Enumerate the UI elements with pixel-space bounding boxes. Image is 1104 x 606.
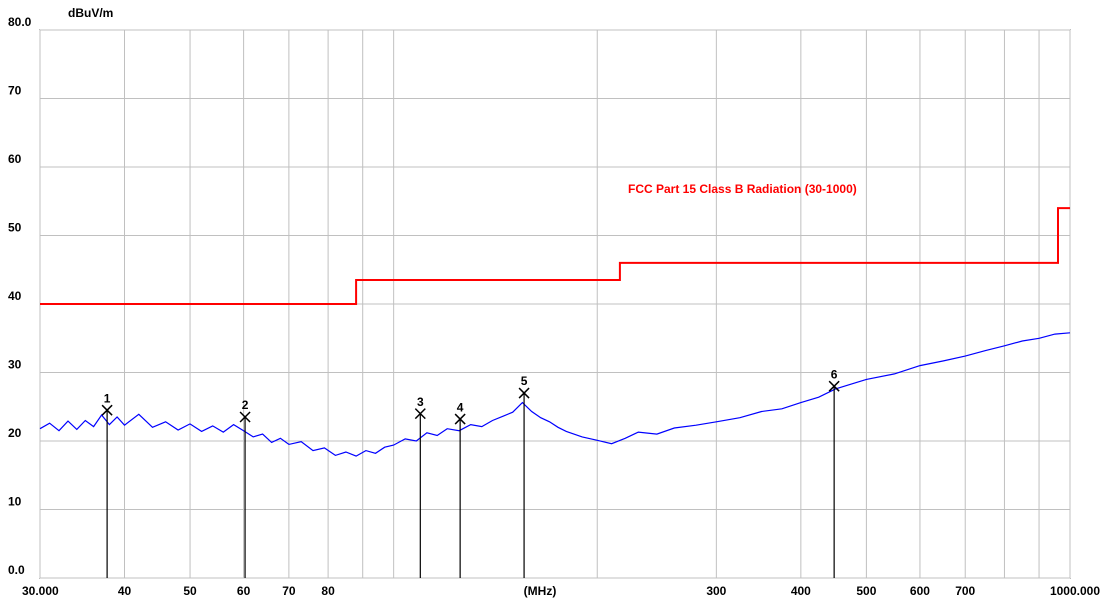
x-tick-label: 60: [237, 584, 251, 598]
x-tick-label: 400: [791, 584, 811, 598]
x-tick-label: 30.000: [22, 584, 59, 598]
marker-cross: [414, 408, 426, 420]
marker-cross: [518, 387, 530, 399]
y-axis-label: dBuV/m: [68, 6, 113, 20]
x-tick-label: 50: [183, 584, 197, 598]
x-tick-label: 500: [856, 584, 876, 598]
x-tick-label: 700: [955, 584, 975, 598]
marker-cross: [828, 380, 840, 392]
marker-label: 5: [521, 374, 528, 388]
y-tick-label: 70: [8, 84, 22, 98]
marker-label: 6: [831, 367, 838, 381]
series-line: [40, 207, 1070, 305]
y-tick-label: 60: [8, 152, 22, 166]
y-tick-label: 0.0: [8, 563, 25, 577]
y-tick-label: 50: [8, 221, 22, 235]
y-tick-label: 30: [8, 358, 22, 372]
legend-label: FCC Part 15 Class B Radiation (30-1000): [628, 182, 857, 196]
marker-label: 3: [417, 395, 424, 409]
x-tick-label: 600: [910, 584, 930, 598]
marker-cross: [239, 411, 251, 423]
x-axis-label: (MHz): [524, 584, 557, 598]
x-tick-label: 80: [321, 584, 335, 598]
x-tick-label: 1000.000: [1050, 584, 1100, 598]
x-tick-label: 40: [118, 584, 132, 598]
marker-cross: [454, 413, 466, 425]
x-tick-label: 300: [706, 584, 726, 598]
marker-label: 1: [104, 391, 111, 405]
marker-label: 2: [242, 398, 249, 412]
y-tick-label: 10: [8, 495, 22, 509]
y-tick-label: 40: [8, 289, 22, 303]
marker-cross: [101, 404, 113, 416]
series-line: [39, 332, 1071, 457]
y-tick-label: 20: [8, 426, 22, 440]
x-tick-label: 70: [282, 584, 296, 598]
y-tick-label: 80.0: [8, 15, 32, 29]
marker-label: 4: [457, 400, 464, 414]
